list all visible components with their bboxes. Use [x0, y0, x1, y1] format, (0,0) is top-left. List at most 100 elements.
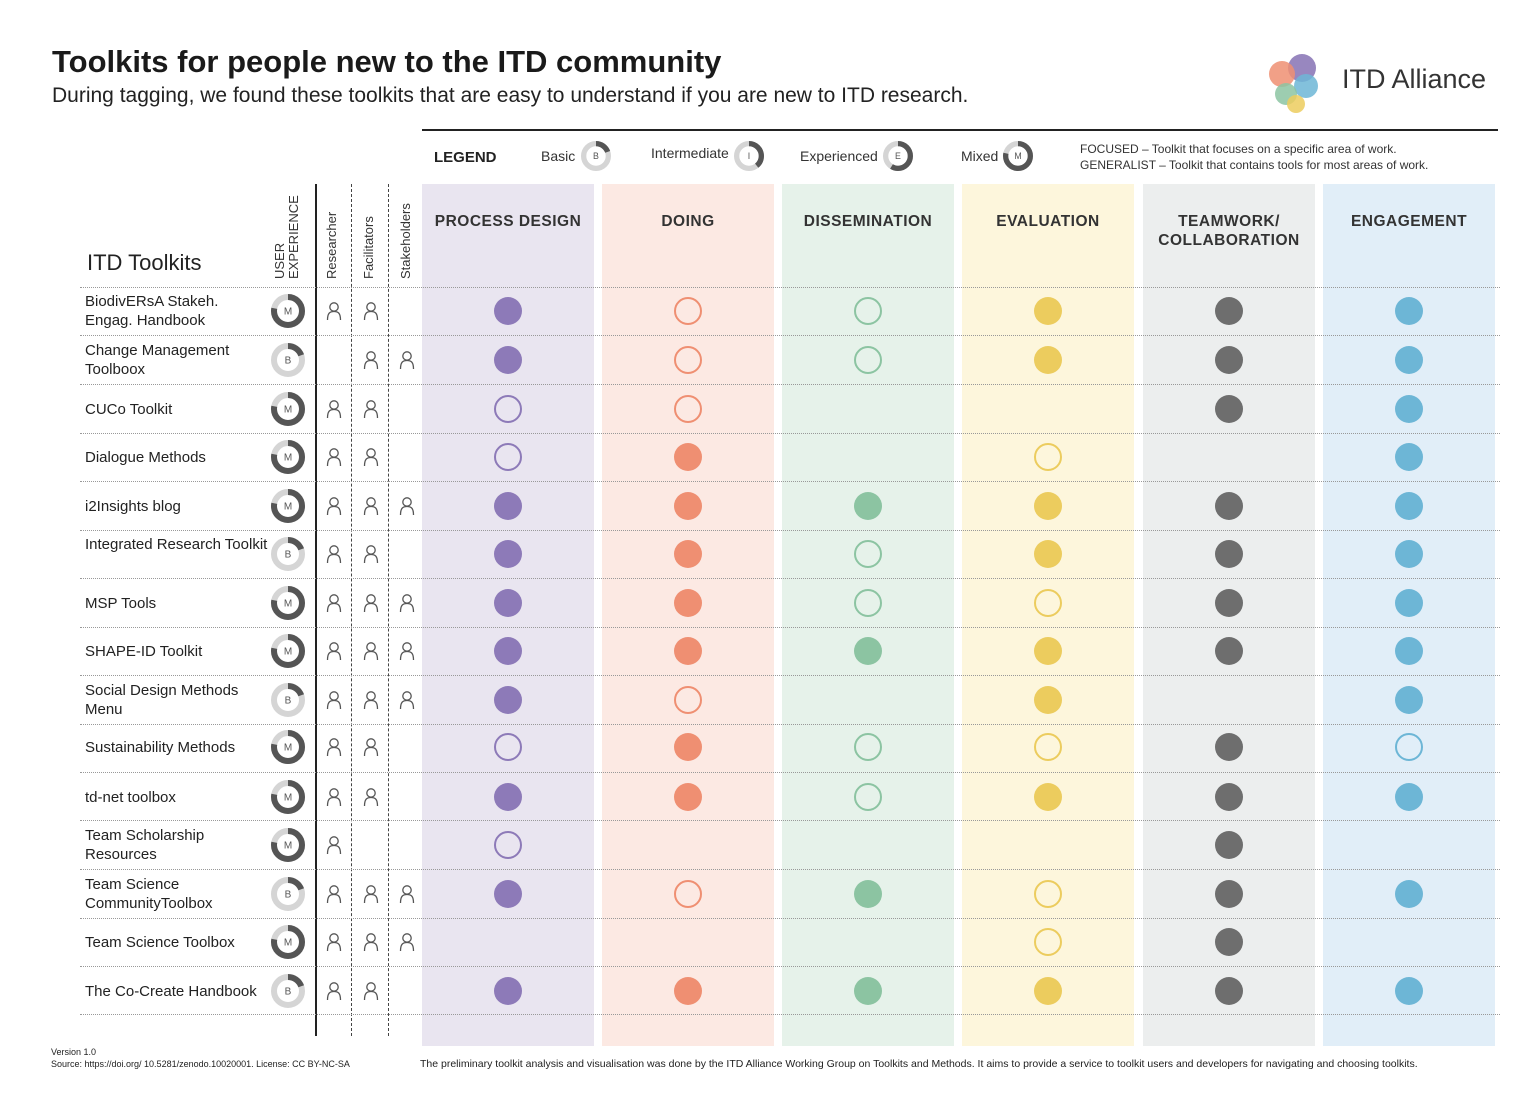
doing-filled-dot — [674, 733, 702, 761]
teamwork-filled-dot — [1215, 346, 1243, 374]
row-divider — [80, 869, 1500, 870]
toolkit-name: Team Scholarship Resources — [85, 827, 205, 863]
researcher-person-icon — [325, 884, 343, 904]
svg-text:M: M — [284, 743, 292, 754]
doing-filled-dot — [674, 589, 702, 617]
teamwork-filled-dot — [1215, 880, 1243, 908]
researcher-person-icon — [325, 981, 343, 1001]
experience-badge-icon: M — [271, 489, 305, 523]
page-title: Toolkits for people new to the ITD commu… — [52, 44, 722, 79]
dissemination-filled-dot — [854, 637, 882, 665]
dissemination-outline-dot — [854, 733, 882, 761]
toolkit-name: Team Science CommunityToolbox — [85, 876, 213, 912]
teamwork-filled-dot — [1215, 395, 1243, 423]
user-experience-header: USER EXPERIENCE — [272, 195, 301, 279]
evaluation-filled-dot — [1034, 686, 1062, 714]
legend-intermediate-label: Intermediate — [651, 145, 729, 161]
version-label: Version 1.0 — [51, 1047, 97, 1057]
column-doing-header: DOING — [661, 213, 715, 230]
facilitator-person-icon — [362, 301, 380, 321]
legend-mixed-label: Mixed — [961, 148, 999, 164]
experience-badge-icon: B — [271, 343, 305, 377]
teamwork-filled-dot — [1215, 540, 1243, 568]
researcher-person-icon — [325, 496, 343, 516]
row-divider — [80, 627, 1500, 628]
evaluation-outline-dot — [1034, 589, 1062, 617]
researcher-person-icon — [325, 447, 343, 467]
stakeholder-person-icon — [398, 690, 416, 710]
toolkit-name: MSP Tools — [85, 594, 157, 612]
teamwork-filled-dot — [1215, 977, 1243, 1005]
process-outline-dot — [494, 733, 522, 761]
doing-filled-dot — [674, 540, 702, 568]
process-outline-dot — [494, 831, 522, 859]
legend-note-focused: FOCUSED – Toolkit that focuses on a spec… — [1080, 142, 1397, 156]
engagement-filled-dot — [1395, 346, 1423, 374]
teamwork-filled-dot — [1215, 783, 1243, 811]
engagement-filled-dot — [1395, 443, 1423, 471]
row-divider — [80, 433, 1500, 434]
stakeholder-person-icon — [398, 641, 416, 661]
toolkit-name: Team Science Toolbox — [85, 933, 235, 951]
svg-text:I: I — [748, 151, 750, 161]
toolkit-name: i2Insights blog — [85, 497, 181, 515]
svg-text:B: B — [593, 151, 599, 161]
engagement-filled-dot — [1395, 783, 1423, 811]
facilitator-person-icon — [362, 593, 380, 613]
toolkit-name: SHAPE-ID Toolkit — [85, 642, 203, 660]
svg-text:B: B — [285, 356, 292, 367]
doing-outline-dot — [674, 880, 702, 908]
facilitator-person-icon — [362, 932, 380, 952]
facilitator-person-icon — [362, 690, 380, 710]
doing-filled-dot — [674, 443, 702, 471]
column-teamwork-header: TEAMWORK/ COLLABORATION — [1158, 213, 1300, 249]
experience-badge-icon: M — [271, 780, 305, 814]
process-filled-dot — [494, 977, 522, 1005]
page-subtitle: During tagging, we found these toolkits … — [52, 84, 969, 107]
facilitator-person-icon — [362, 641, 380, 661]
dissemination-outline-dot — [854, 297, 882, 325]
audience-separator — [388, 184, 389, 1036]
legend-divider — [422, 129, 1498, 131]
svg-text:M: M — [284, 599, 292, 610]
legend-title: LEGEND — [434, 149, 497, 166]
column-evaluation-header: EVALUATION — [996, 213, 1100, 230]
legend-note-generalist: GENERALIST – Toolkit that contains tools… — [1080, 158, 1429, 172]
engagement-filled-dot — [1395, 395, 1423, 423]
experience-badge-icon: B — [271, 974, 305, 1008]
legend-basic-label: Basic — [541, 148, 576, 164]
dissemination-outline-dot — [854, 540, 882, 568]
doing-filled-dot — [674, 492, 702, 520]
experience-badge-icon: M — [271, 440, 305, 474]
toolkit-name: BiodivERsA Stakeh. Engag. Handbook — [85, 293, 219, 329]
svg-text:M: M — [284, 502, 292, 513]
svg-text:B: B — [285, 696, 292, 707]
experience-badge-icon: M — [271, 925, 305, 959]
researcher-person-icon — [325, 787, 343, 807]
row-divider — [80, 1014, 1500, 1015]
evaluation-outline-dot — [1034, 443, 1062, 471]
doing-filled-dot — [674, 637, 702, 665]
facilitator-person-icon — [362, 981, 380, 1001]
engagement-filled-dot — [1395, 880, 1423, 908]
evaluation-filled-dot — [1034, 540, 1062, 568]
facilitator-person-icon — [362, 884, 380, 904]
doing-outline-dot — [674, 395, 702, 423]
facilitator-person-icon — [362, 787, 380, 807]
facilitators-header: Facilitators — [361, 216, 376, 279]
row-divider — [80, 578, 1500, 579]
facilitator-person-icon — [362, 496, 380, 516]
column-dissemination-header: DISSEMINATION — [803, 213, 933, 230]
svg-text:M: M — [284, 938, 292, 949]
experience-badge-icon: B — [271, 537, 305, 571]
engagement-filled-dot — [1395, 492, 1423, 520]
legend-experienced-badge-icon: E — [883, 141, 913, 176]
engagement-filled-dot — [1395, 297, 1423, 325]
stakeholder-person-icon — [398, 884, 416, 904]
stakeholder-person-icon — [398, 350, 416, 370]
svg-text:M: M — [284, 453, 292, 464]
researcher-person-icon — [325, 737, 343, 757]
evaluation-filled-dot — [1034, 297, 1062, 325]
stakeholder-person-icon — [398, 932, 416, 952]
legend-intermediate-badge-icon: I — [734, 141, 764, 176]
